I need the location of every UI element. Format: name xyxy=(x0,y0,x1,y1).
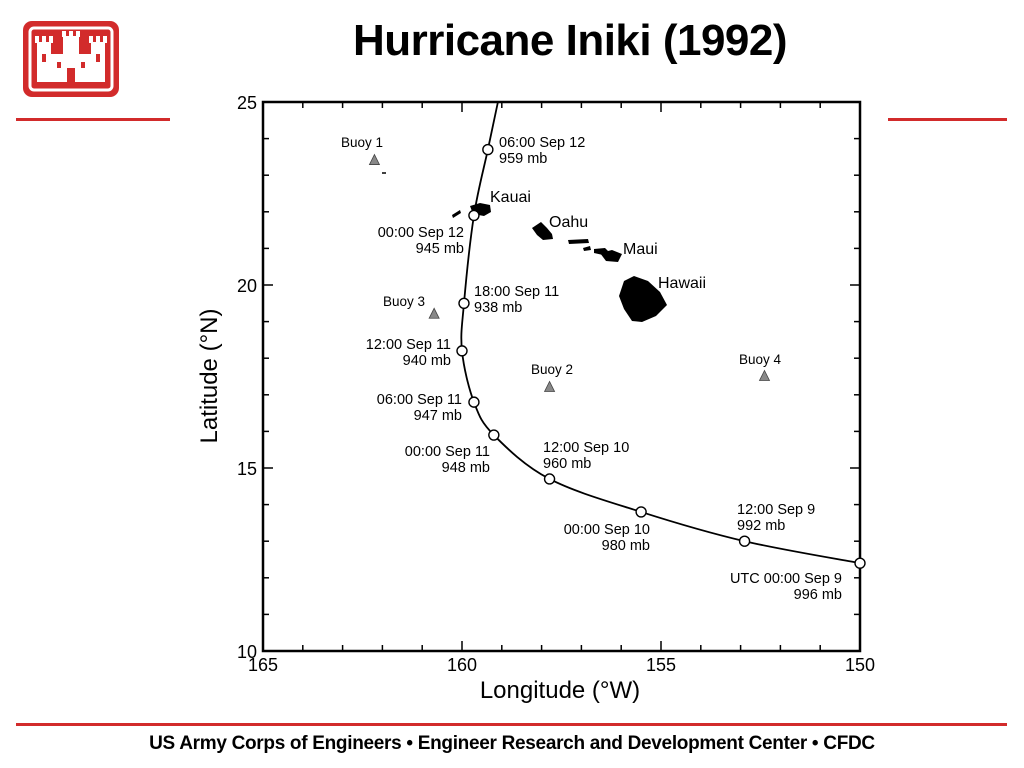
hurricane-track-line xyxy=(460,101,861,565)
track-point xyxy=(488,429,500,441)
island-label: Hawaii xyxy=(658,275,706,292)
track-point xyxy=(482,143,494,156)
track-point-label: 12:00 Sep 11 xyxy=(366,337,451,353)
track-point-label: 960 mb xyxy=(543,456,591,472)
x-tick-label: 160 xyxy=(447,655,477,675)
track-point-label: 06:00 Sep 11 xyxy=(377,392,462,408)
y-tick-label: 20 xyxy=(237,276,257,296)
track-point-label: 12:00 Sep 10 xyxy=(543,440,629,456)
track-point xyxy=(458,297,470,309)
slide-title: Hurricane Iniki (1992) xyxy=(352,16,788,65)
track-point xyxy=(854,557,866,569)
track-point-label: 00:00 Sep 10 xyxy=(564,522,650,538)
track-point-label: 947 mb xyxy=(414,408,462,424)
slide-footer: US Army Corps of Engineers • Engineer Re… xyxy=(149,733,875,754)
island-oahu-shape xyxy=(532,222,553,240)
track-point-label: 948 mb xyxy=(442,460,490,476)
track-point-label: 945 mb xyxy=(416,241,464,257)
track-point xyxy=(543,473,556,485)
x-tick-label: 165 xyxy=(248,655,278,675)
y-tick-label: 10 xyxy=(237,642,257,662)
footer-rule xyxy=(16,723,1007,726)
track-point-label: 06:00 Sep 12 xyxy=(499,135,585,151)
island-hawaii-shape xyxy=(619,276,667,322)
track-point-label: 996 mb xyxy=(794,587,842,603)
x-axis-label: Longitude (°W) xyxy=(480,677,640,704)
buoy-label: Buoy 3 xyxy=(383,294,425,309)
track-point-label: 12:00 Sep 9 xyxy=(737,502,815,518)
track-point-label: 00:00 Sep 12 xyxy=(378,225,464,241)
track-point xyxy=(456,345,468,357)
buoy-marker-icon xyxy=(543,380,556,392)
track-point xyxy=(635,506,647,518)
buoy-marker-icon xyxy=(368,153,381,165)
buoy-label: Buoy 4 xyxy=(739,352,782,367)
buoy-label: Buoy 2 xyxy=(531,362,573,377)
buoy-marker-icon xyxy=(758,369,771,381)
track-point-label: 940 mb xyxy=(403,353,451,369)
title-rule-left xyxy=(16,118,170,121)
title-rule-right xyxy=(888,118,1007,121)
y-tick-label: 15 xyxy=(237,459,257,479)
track-point xyxy=(468,209,480,222)
island-maui-shape xyxy=(568,239,622,262)
track-point xyxy=(468,396,480,408)
track-point-label: UTC 00:00 Sep 9 xyxy=(730,571,842,587)
y-tick-label: 25 xyxy=(237,93,257,113)
track-point xyxy=(738,535,751,547)
castle-logo-icon xyxy=(23,21,119,97)
axis-ticks: 165 160 155 150 10 15 20 25 xyxy=(237,93,875,675)
buoys: Buoy 1 Buoy 2 Buoy 3 Buoy 4 xyxy=(341,135,782,392)
plot-frame xyxy=(261,100,862,653)
track-point-label: 992 mb xyxy=(737,518,785,534)
track-points xyxy=(456,143,866,569)
track-point-label: 980 mb xyxy=(602,538,650,554)
island-label: Kauai xyxy=(490,189,531,206)
track-point-label: 18:00 Sep 11 xyxy=(474,284,559,300)
island-label: Maui xyxy=(623,241,658,258)
x-tick-label: 150 xyxy=(845,655,875,675)
track-point-label: 959 mb xyxy=(499,151,547,167)
y-axis-label: Latitude (°N) xyxy=(196,309,223,444)
track-point-label: 938 mb xyxy=(474,300,522,316)
buoy-label: Buoy 1 xyxy=(341,135,383,150)
x-tick-label: 155 xyxy=(646,655,676,675)
buoy-marker-icon xyxy=(428,307,440,319)
track-point-label: 00:00 Sep 11 xyxy=(405,444,490,460)
island-label: Oahu xyxy=(549,214,588,231)
